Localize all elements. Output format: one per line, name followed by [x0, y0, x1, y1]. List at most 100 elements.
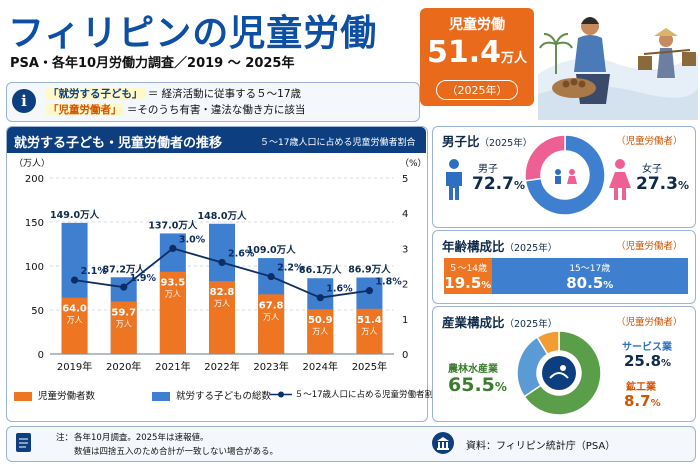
- industry-center-sprout: [549, 372, 569, 379]
- age-bar-young: ５～14歳 19.5%: [444, 258, 492, 294]
- carrying-pole: [643, 49, 691, 55]
- rate-data-label: 1.8%: [375, 277, 402, 288]
- legend-labor: 児童労働者数: [14, 388, 95, 402]
- industry-slice-2: [536, 330, 560, 356]
- labor-unit-label: 万人: [312, 327, 328, 336]
- kpi-value: 51.4: [426, 35, 501, 70]
- labor-data-label: 67.8: [259, 300, 284, 311]
- total-data-label: 149.0万人: [50, 209, 100, 221]
- center-female-body: [567, 176, 577, 184]
- rate-point: [70, 276, 79, 284]
- bar-child-laborers: [110, 301, 137, 354]
- rate-point: [365, 287, 374, 295]
- service-value: 25.8: [624, 352, 662, 370]
- x-tick-label: 2024年: [303, 360, 338, 373]
- kpi-unit: 万人: [501, 51, 528, 66]
- female-value-wrap: 27.3%: [636, 174, 689, 194]
- legend-rate-swatch: [270, 391, 292, 398]
- definition-text-1: ＝ 経済活動に従事する５～17歳: [147, 88, 302, 100]
- rate-point: [267, 272, 275, 281]
- definition-term-2: 「児童労働者」: [46, 104, 124, 116]
- age-young-value: 19.5: [444, 274, 482, 292]
- footer-source: 資料：フィリピン統計庁（PSA）: [466, 441, 616, 452]
- age-title: 年齢構成比: [442, 239, 505, 254]
- labor-unit-label: 万人: [263, 312, 279, 321]
- y2-tick-label: 0: [402, 350, 408, 361]
- rate-data-label: 3.0%: [179, 234, 206, 245]
- rate-point: [169, 244, 177, 252]
- sex-slice-1: [524, 134, 566, 182]
- definition-text-2: ＝そのうち有害・違法な働き方に該当: [126, 104, 306, 116]
- x-tick-label: 2019年: [57, 360, 92, 373]
- adult-head: [659, 33, 673, 47]
- rate-data-label: 1.9%: [130, 273, 157, 284]
- kpi-card: 児童労働 51.4万人 （2025年）: [420, 8, 534, 106]
- trend-chart: （万人） （%）050100150200012345149.0万人64.0万人20…: [14, 158, 426, 373]
- age-old-value: 80.5: [566, 274, 604, 292]
- x-tick-label: 2022年: [204, 360, 239, 373]
- right-axis-unit: （%）: [400, 158, 426, 169]
- age-panel-title: 年齢構成比（2025年）: [442, 236, 557, 255]
- age-panel-tag: （児童労働者）: [616, 241, 683, 252]
- y-tick-label: 150: [25, 218, 44, 229]
- y2-tick-label: 3: [402, 244, 408, 255]
- labor-unit-label: 万人: [165, 290, 181, 299]
- sex-panel-title: 男子比（2025年）: [442, 131, 532, 150]
- legend-rate: ５～17歳人口に占める児童労働者割合: [270, 388, 442, 400]
- sex-donut-chart: [524, 134, 606, 216]
- bucket-right: [682, 52, 696, 66]
- labor-unit-label: 万人: [361, 327, 377, 336]
- definition-term-1: 「就労する子ども」: [46, 88, 145, 100]
- service-value-wrap: 25.8%: [624, 352, 671, 370]
- definition-line-1: 「就労する子ども」 ＝ 経済活動に従事する５～17歳: [46, 86, 301, 101]
- rate-data-label: 1.6%: [326, 284, 353, 295]
- left-axis-unit: （万人）: [14, 158, 50, 169]
- total-data-label: 86.9万人: [348, 264, 391, 276]
- bar-child-laborers: [307, 309, 334, 354]
- mining-value: 8.7: [624, 392, 651, 410]
- legend-labor-label: 児童労働者数: [38, 391, 96, 402]
- male-icon: [446, 159, 462, 200]
- legend-working: 就労する子どもの総数: [152, 388, 271, 402]
- total-data-label: 86.1万人: [299, 264, 342, 276]
- page-title: フィリピンの児童労働: [8, 13, 378, 54]
- center-male-body: [555, 176, 561, 184]
- straw-hat: [654, 28, 678, 36]
- footer-note-2: 数値は四捨五入のため合計が一致しない場合がある。: [74, 447, 279, 457]
- industry-year: （2025年）: [504, 319, 558, 330]
- age-old-pct: %: [603, 280, 614, 291]
- female-value: 27.3: [636, 174, 678, 194]
- total-data-label: 87.2万人: [102, 263, 145, 275]
- trend-panel-header: [7, 127, 426, 153]
- document-icon: [16, 433, 31, 452]
- labor-unit-label: 万人: [116, 319, 132, 328]
- industry-panel-title: 産業構成比（2025年）: [442, 312, 557, 331]
- labor-data-label: 50.9: [308, 315, 333, 326]
- male-value: 72.7: [472, 174, 514, 194]
- labor-unit-label: 万人: [214, 299, 230, 308]
- labor-data-label: 93.5: [161, 278, 186, 289]
- female-pct: %: [677, 179, 689, 192]
- industry-panel-tag: （児童労働者）: [616, 317, 683, 328]
- y-tick-label: 50: [31, 306, 44, 317]
- sex-panel-tag: （児童労働者）: [616, 136, 683, 147]
- bar-child-laborers: [356, 308, 383, 354]
- labor-data-label: 82.8: [210, 287, 235, 298]
- y2-tick-label: 2: [402, 280, 408, 291]
- palm-leaves: [539, 33, 573, 49]
- info-icon: i: [12, 89, 36, 113]
- agri-value-wrap: 65.5%: [448, 374, 507, 396]
- center-female-icon: [569, 169, 575, 175]
- sex-year: （2025年）: [479, 138, 533, 149]
- service-pct: %: [661, 358, 672, 369]
- age-year: （2025年）: [504, 243, 558, 254]
- total-data-label: 137.0万人: [148, 219, 198, 231]
- female-label: 女子: [642, 164, 662, 175]
- x-tick-label: 2025年: [352, 360, 387, 373]
- mining-label: 鉱工業: [626, 382, 656, 393]
- mining-pct: %: [650, 398, 661, 409]
- kpi-value-wrap: 51.4万人: [420, 36, 534, 76]
- rate-data-label: 2.2%: [277, 263, 304, 274]
- kpi-year: （2025年）: [436, 80, 518, 100]
- legend-rate-label: ５～17歳人口に占める児童労働者割合: [294, 390, 442, 400]
